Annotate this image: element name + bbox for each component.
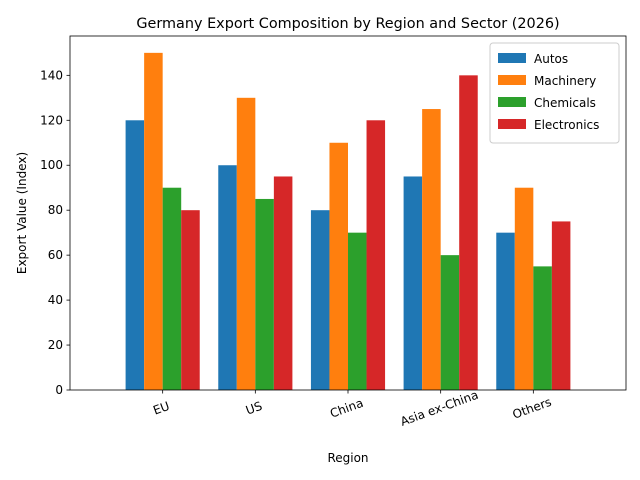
- y-tick-label: 20: [48, 338, 63, 352]
- bar-electronics-asia-ex-china: [459, 75, 478, 390]
- x-axis-label: Region: [327, 451, 368, 465]
- x-tick-label: Asia ex-China: [398, 388, 480, 429]
- x-tick-label: US: [244, 399, 264, 418]
- legend-label-chemicals: Chemicals: [534, 96, 596, 110]
- y-tick-label: 0: [55, 383, 63, 397]
- y-tick-label: 140: [40, 68, 63, 82]
- bar-autos-eu: [125, 120, 145, 391]
- bar-machinery-us: [236, 97, 256, 391]
- bar-machinery-eu: [144, 52, 163, 390]
- y-tick-label: 120: [40, 113, 63, 127]
- y-tick-label: 40: [48, 293, 63, 307]
- legend-label-autos: Autos: [534, 52, 568, 66]
- legend-swatch-chemicals: [498, 97, 526, 107]
- bar-electronics-china: [366, 120, 386, 391]
- bar-autos-china: [310, 210, 330, 390]
- legend: Autos Machinery Chemicals Electronics: [489, 42, 620, 144]
- bar-machinery-others: [514, 187, 534, 390]
- x-tick-label: Others: [511, 395, 554, 422]
- plot-frame: [69, 35, 627, 391]
- y-tick-label: 60: [48, 248, 63, 262]
- y-tick-label: 80: [48, 203, 63, 217]
- bar-chemicals-asia-ex-china: [440, 255, 460, 390]
- bars-group: [125, 52, 571, 391]
- legend-swatch-electronics: [498, 119, 526, 129]
- bar-machinery-asia-ex-china: [422, 109, 441, 391]
- bar-autos-us: [218, 165, 237, 390]
- y-tick-label: 100: [40, 158, 63, 172]
- bar-chemicals-others: [533, 266, 552, 390]
- legend-frame: [489, 42, 620, 144]
- bar-electronics-others: [551, 221, 571, 390]
- bar-autos-asia-ex-china: [403, 176, 423, 390]
- y-axis: 0 20 40 60 80 100 120 140: [40, 68, 70, 397]
- legend-label-machinery: Machinery: [534, 74, 596, 88]
- bar-chemicals-us: [255, 198, 274, 390]
- legend-label-electronics: Electronics: [534, 118, 599, 132]
- y-axis-label: Export Value (Index): [15, 152, 29, 274]
- bar-machinery-china: [329, 142, 348, 390]
- x-axis: EU US China Asia ex-China Others: [151, 388, 553, 429]
- x-tick-label: EU: [151, 399, 171, 418]
- legend-swatch-machinery: [498, 75, 526, 85]
- legend-swatch-autos: [498, 53, 526, 63]
- chart-title: Germany Export Composition by Region and…: [136, 16, 559, 32]
- bar-autos-others: [496, 232, 515, 390]
- bar-electronics-us: [273, 176, 293, 390]
- bar-electronics-eu: [181, 210, 200, 390]
- bar-chemicals-china: [348, 232, 367, 390]
- bar-chemicals-eu: [162, 187, 182, 390]
- x-tick-label: China: [328, 396, 365, 421]
